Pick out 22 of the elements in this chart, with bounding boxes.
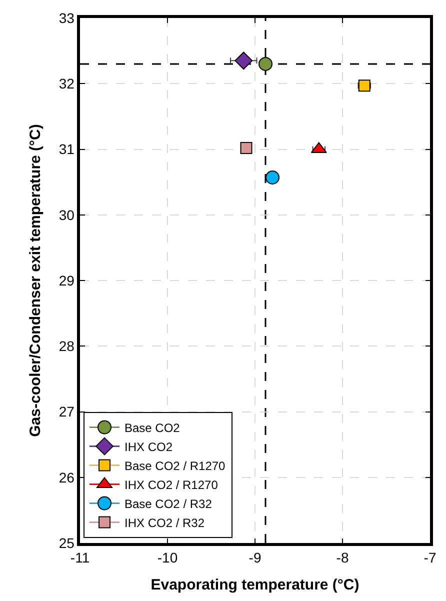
x-tick-label: -8 (336, 550, 349, 566)
legend-label: Base CO2 (124, 420, 180, 435)
legend-label: IHX CO2 / R32 (124, 516, 205, 530)
y-tick-label: 27 (58, 404, 75, 420)
legend-label: IHX CO2 (124, 440, 173, 454)
legend-label: IHX CO2 / R1270 (124, 478, 218, 492)
x-tick-label: -9 (248, 550, 262, 566)
y-tick-label: 32 (58, 76, 75, 92)
x-axis-title: Evaporating temperature (°C) (150, 576, 360, 594)
y-tick-label: 29 (58, 272, 75, 288)
x-tick-label: -10 (157, 550, 178, 566)
x-tick-label: -11 (70, 550, 90, 566)
y-tick-label: 33 (58, 10, 75, 26)
y-tick-label: 28 (58, 338, 75, 354)
y-tick-label: 30 (58, 206, 75, 223)
x-tick-label: -7 (424, 550, 436, 566)
y-tick-label: 25 (58, 534, 75, 551)
y-tick-label: 31 (58, 141, 75, 158)
legend-label: Base CO2 / R32 (124, 496, 212, 511)
y-axis-title: Gas-cooler/Condenser exit temperature (°C) (27, 124, 44, 437)
legend-label: Base CO2 / R1270 (124, 458, 226, 473)
y-tick-label: 26 (58, 469, 75, 486)
